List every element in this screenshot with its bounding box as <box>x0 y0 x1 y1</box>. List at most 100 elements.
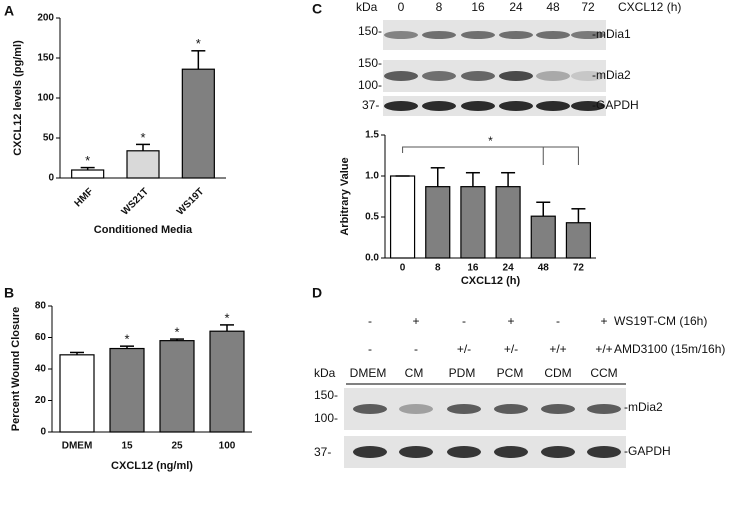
treatment-label: WS19T-CM (16h) <box>614 314 707 328</box>
significance-star: * <box>140 130 145 145</box>
kda-label: kDa <box>314 366 336 380</box>
bar <box>159 340 195 433</box>
blot-band <box>499 101 533 111</box>
blot-band <box>447 404 481 414</box>
significance-star: * <box>85 153 90 168</box>
blot-band <box>571 31 605 39</box>
treatment-sign: - <box>368 314 372 328</box>
blot-band <box>422 31 456 39</box>
error-bar <box>536 201 551 217</box>
y-tick-label: 200 <box>37 13 54 24</box>
lane-label: 16 <box>471 0 485 14</box>
lane-title: CXCL12 (h) <box>618 0 681 14</box>
blot-band <box>399 446 433 458</box>
x-tick-label: 48 <box>538 263 550 274</box>
blot-band <box>541 446 575 458</box>
significance-star: * <box>196 36 201 51</box>
significance-star: * <box>224 310 229 325</box>
lane-label: PCM <box>497 366 524 380</box>
error-bar <box>70 351 84 355</box>
y-tick-label: 150 <box>37 53 54 64</box>
x-tick-label: 16 <box>467 263 479 274</box>
blot-band <box>587 446 621 458</box>
band-label: -mDia1 <box>592 27 631 41</box>
bar <box>126 150 160 179</box>
blot-band <box>461 101 495 111</box>
x-tick-label: 100 <box>219 441 236 452</box>
bar <box>209 330 245 433</box>
treatment-sign: +/+ <box>549 342 566 356</box>
band-label: -mDia2 <box>592 68 631 82</box>
lane-label: 8 <box>436 0 443 14</box>
panel-letter: A <box>4 3 14 19</box>
blot-band <box>384 31 418 39</box>
significance-star: * <box>174 325 179 340</box>
x-tick-label: DMEM <box>62 441 93 452</box>
y-tick-label: 0.0 <box>365 253 379 264</box>
y-tick-label: 1.5 <box>365 130 379 141</box>
error-bar <box>170 338 184 341</box>
bar <box>181 68 215 179</box>
lane-label: DMEM <box>350 366 387 380</box>
lane-label: 24 <box>509 0 523 14</box>
treatment-sign: +/- <box>457 342 471 356</box>
x-tick-label: WS19T <box>175 186 206 217</box>
blot-band <box>399 404 433 414</box>
blot-band <box>422 101 456 111</box>
treatment-sign: + <box>412 314 419 328</box>
blot-band <box>422 71 456 81</box>
band-label: -mDia2 <box>624 400 663 414</box>
y-tick-label: 20 <box>35 395 47 406</box>
y-tick-label: 80 <box>35 301 47 312</box>
blot-band <box>571 71 605 81</box>
error-bar <box>430 167 445 187</box>
blot-band <box>353 446 387 458</box>
error-bar <box>191 50 206 70</box>
treatment-label: AMD3100 (15m/16h) <box>614 342 725 356</box>
y-tick-label: 60 <box>35 332 47 343</box>
blot-band <box>384 101 418 111</box>
significance-star: * <box>488 134 493 148</box>
y-tick-label: 50 <box>43 133 55 144</box>
x-axis-label: Conditioned Media <box>94 224 193 236</box>
x-tick-label: HMF <box>73 186 96 209</box>
bar <box>495 186 521 259</box>
marker-label: 150- <box>358 56 382 70</box>
bar <box>530 215 556 259</box>
x-tick-label: 72 <box>573 263 585 274</box>
bar <box>425 186 451 259</box>
bar <box>59 354 95 433</box>
marker-label: 100- <box>314 411 338 425</box>
blot-band <box>536 31 570 39</box>
blot-band <box>499 71 533 81</box>
significance-bracket <box>402 146 579 165</box>
lane-label: 0 <box>398 0 405 14</box>
y-tick-label: 0.5 <box>365 212 379 223</box>
blot-band <box>536 101 570 111</box>
treatment-sign: +/- <box>504 342 518 356</box>
x-tick-label: WS21T <box>120 186 151 217</box>
marker-label: 150- <box>358 24 382 38</box>
blot-band <box>587 404 621 414</box>
marker-label: 150- <box>314 388 338 402</box>
blot-band <box>461 31 495 39</box>
error-bar <box>465 171 480 187</box>
lane-label: 72 <box>581 0 595 14</box>
lane-label: CCM <box>590 366 617 380</box>
bar <box>460 186 486 259</box>
panel-letter: D <box>312 285 322 301</box>
blot-band <box>384 71 418 81</box>
marker-label: 37- <box>362 98 379 112</box>
blot-band <box>571 101 605 111</box>
blot-band <box>541 404 575 414</box>
blot-background <box>344 436 626 468</box>
panel-letter: C <box>312 1 322 17</box>
treatment-sign: +/+ <box>595 342 612 356</box>
x-axis-label: CXCL12 (ng/ml) <box>111 460 193 472</box>
panel-letter: B <box>4 285 14 301</box>
x-tick-label: 24 <box>503 263 515 274</box>
error-bar <box>80 166 95 170</box>
lane-label: CM <box>405 366 424 380</box>
blot-band <box>499 31 533 39</box>
marker-label: 37- <box>314 445 331 459</box>
